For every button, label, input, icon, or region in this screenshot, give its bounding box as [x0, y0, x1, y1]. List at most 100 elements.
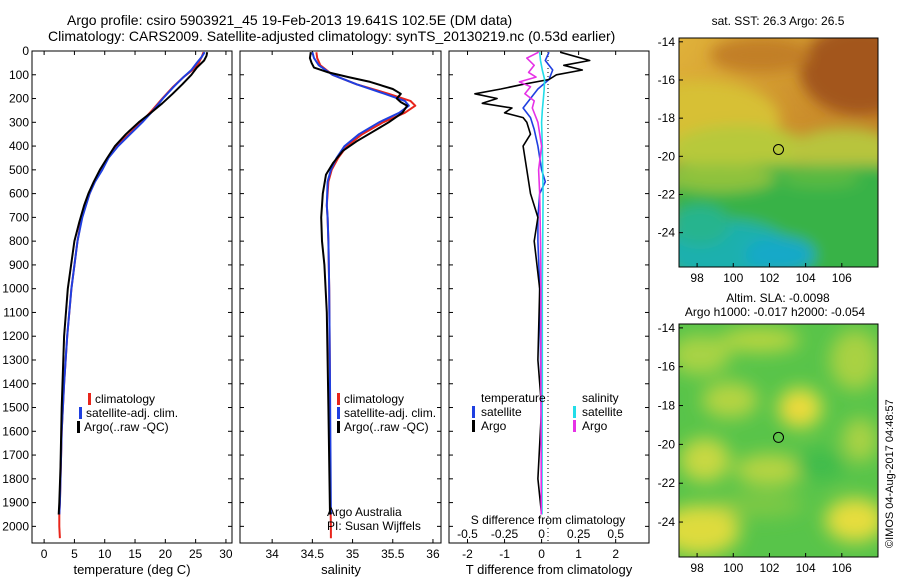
depth-tick-label: 1000 [2, 282, 29, 296]
sst-map-panel: sat. SST: 26.3 Argo: 26.5 98 100 102 104 106… [658, 14, 879, 285]
x-tick-label: 1 [575, 547, 582, 561]
series-line-argo-raw-qc [308, 52, 409, 515]
sst-longitude-axis: 98 100 102 104 106 [690, 263, 852, 285]
x-tick-label: 2 [612, 547, 619, 561]
difference-legend: temperature satellite Argo salinity sate… [472, 391, 623, 433]
argo-location-marker [773, 431, 784, 443]
lon-tick-label: 102 [759, 561, 779, 575]
x-tick-label: 35.5 [381, 547, 405, 561]
depth-tick-label: 300 [9, 115, 29, 129]
legend-swatch-temp-argo [472, 420, 475, 432]
legend-label-argo: Argo(..raw -QC) [84, 420, 169, 434]
sla-heatmap [679, 324, 878, 557]
lon-tick-label: 104 [796, 271, 816, 285]
s-diff-tick-label: -0.25 [491, 527, 519, 541]
lon-tick-label: 100 [723, 561, 743, 575]
lat-tick-label: -22 [658, 476, 676, 490]
lat-tick-label: -20 [658, 149, 676, 163]
temperature-panel: 0100200300400500600700800900100011001200… [2, 44, 233, 577]
depth-tick-label: 1500 [2, 401, 29, 415]
x-tick-label: 15 [128, 547, 142, 561]
x-tick-label: 35 [346, 547, 360, 561]
legend-swatch-satellite [79, 407, 82, 419]
legend-swatch-argo [337, 421, 340, 433]
series-line-salinity-satellite [538, 52, 546, 515]
legend-label-sal-argo: Argo [582, 419, 608, 433]
lat-tick-label: -24 [658, 515, 676, 529]
temperature-axes-frame [31, 50, 233, 544]
legend-label-satellite: satellite-adj. clim. [86, 406, 178, 420]
difference-xlabel-top: S difference from climatology [471, 513, 626, 527]
legend-title-temperature: temperature [481, 391, 546, 405]
lat-tick-label: -24 [658, 226, 676, 240]
s-diff-tick-label: -0.5 [457, 527, 478, 541]
depth-tick-label: 800 [9, 234, 29, 248]
sst-heatmap [679, 38, 878, 267]
difference-xlabel: T difference from climatology [466, 562, 633, 577]
depth-tick-label: 1700 [2, 448, 29, 462]
lon-tick-label: 98 [690, 271, 704, 285]
depth-tick-label: 900 [9, 258, 29, 272]
legend-label-temp-argo: Argo [481, 419, 507, 433]
series-line-argo-raw-qc [57, 52, 209, 515]
depth-tick-label: 1300 [2, 353, 29, 367]
difference-series [474, 51, 591, 515]
s-diff-tick-label: 0 [538, 527, 545, 541]
series-line-satellite-adj-clim [311, 51, 410, 515]
depth-tick-label: 1100 [3, 305, 29, 319]
salinity-axes-frame [239, 50, 442, 544]
salinity-legend: climatology satellite-adj. clim. Argo(..… [337, 392, 436, 434]
lon-tick-label: 106 [832, 561, 852, 575]
argo-location-marker [773, 144, 784, 155]
x-tick-label: -1 [499, 547, 510, 561]
depth-tick-label: 700 [9, 210, 29, 224]
lon-tick-label: 104 [796, 561, 816, 575]
difference-axes-frame [448, 50, 650, 544]
legend-swatch-temp-satellite [472, 406, 475, 418]
temperature-xlabel: temperature (deg C) [73, 562, 190, 577]
x-tick-label: 36 [426, 547, 440, 561]
legend-swatch-sal-argo [573, 420, 576, 432]
legend-label-temp-satellite: satellite [481, 405, 522, 419]
depth-tick-label: 1400 [2, 377, 29, 391]
lat-tick-label: -18 [658, 399, 676, 413]
depth-axis: 0 100 200 300 400 500 600 700 800 900 1000 1100 1200… [2, 44, 232, 533]
s-diff-tick-label: 0.25 [567, 527, 591, 541]
lon-tick-label: 106 [832, 271, 852, 285]
temperature-series [57, 51, 209, 539]
legend-swatch-climatology [88, 393, 91, 405]
salinity-xlabel: salinity [321, 562, 361, 577]
temperature-x-axis: 0 5 10 15 20 25 30 [41, 51, 233, 561]
legend-label-satellite: satellite-adj. clim. [344, 406, 436, 420]
x-tick-label: 34 [265, 547, 279, 561]
sla-longitude-axis: 98 100 102 104 106 [690, 553, 852, 575]
legend-label-argo: Argo(..raw -QC) [344, 420, 429, 434]
depth-tick-label: 1900 [2, 496, 29, 510]
depth-tick-label: 200 [9, 92, 29, 106]
legend-swatch-sal-satellite [573, 406, 576, 418]
legend-swatch-climatology [337, 393, 340, 405]
salinity-difference-axis: -0.5 -0.25 0 0.25 0.5 [457, 527, 624, 541]
lat-tick-label: -16 [658, 73, 676, 87]
salinity-series [308, 51, 417, 539]
lat-tick-label: -18 [658, 111, 676, 125]
sst-map-frame [678, 37, 879, 268]
x-tick-label: 0 [41, 547, 48, 561]
depth-tick-label: 100 [9, 68, 29, 82]
series-line-salinity-argo [518, 51, 543, 515]
depth-tick-label: 1800 [2, 472, 29, 486]
sla-map-title-line2: Argo h1000: -0.017 h2000: -0.054 [685, 305, 865, 319]
depth-tick-label: 1600 [2, 424, 29, 438]
legend-label-climatology: climatology [95, 392, 155, 406]
depth-tick-label: 400 [9, 139, 29, 153]
depth-tick-label: 0 [22, 44, 29, 58]
difference-depth-ticks [449, 50, 649, 527]
x-tick-label: 30 [219, 547, 233, 561]
salinity-x-axis: 34 34.5 35 35.5 36 [265, 51, 440, 561]
lat-tick-label: -14 [658, 321, 676, 335]
lon-tick-label: 100 [723, 271, 743, 285]
x-tick-label: 5 [71, 547, 78, 561]
salinity-depth-ticks [240, 50, 441, 527]
difference-x-axis: -2 -1 0 1 2 [462, 51, 619, 561]
figure-title-line2: Climatology: CARS2009. Satellite-adjuste… [48, 28, 615, 44]
